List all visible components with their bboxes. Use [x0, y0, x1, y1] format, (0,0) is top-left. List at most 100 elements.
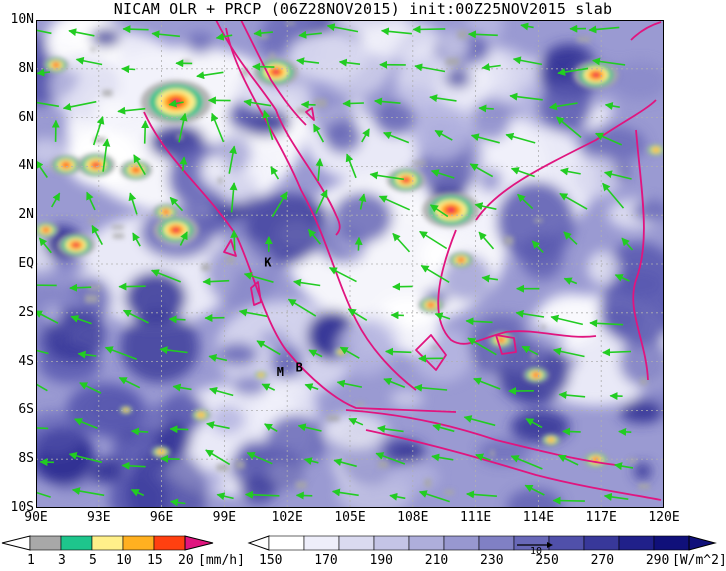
wind-vector — [238, 308, 268, 318]
wind-vector — [77, 350, 97, 359]
wind-vector — [104, 346, 137, 360]
wind-vector — [429, 94, 457, 103]
wind-vector — [431, 453, 454, 462]
wind-vector — [560, 167, 581, 176]
wind-vector — [293, 278, 321, 287]
wind-vector — [118, 376, 141, 389]
wind-vector — [512, 56, 543, 66]
prcp-tick-label: 3 — [58, 553, 66, 568]
wind-vector — [178, 112, 188, 143]
wind-vector — [151, 30, 180, 39]
prcp-tick-label: 5 — [89, 553, 97, 568]
wind-vector — [91, 224, 104, 245]
wind-vector — [550, 314, 583, 326]
wind-vector — [414, 383, 448, 392]
wind-vector — [102, 138, 111, 172]
olr-bar-segment — [303, 535, 340, 551]
precipitation-colorbar — [1, 535, 214, 551]
lon-tick-label: 111E — [459, 510, 492, 525]
wind-vector — [230, 229, 239, 251]
wind-vector — [36, 346, 49, 355]
wind-vector — [392, 232, 411, 253]
wind-vector — [179, 231, 188, 246]
wind-vector — [202, 277, 230, 286]
wind-vector — [342, 99, 364, 108]
wind-vector — [509, 92, 543, 101]
wind-vector — [552, 347, 585, 358]
wind-vector — [559, 192, 588, 210]
wind-vector — [244, 490, 280, 499]
wind-vector — [481, 274, 499, 283]
point-label-k: K — [264, 255, 272, 269]
wind-vector — [169, 196, 184, 212]
lat-tick-label: 2S — [18, 304, 34, 320]
olr-tick-label: 210 — [424, 553, 449, 568]
wind-vector — [75, 56, 103, 66]
wind-vector — [430, 169, 455, 179]
olr-tick-label: 250 — [535, 553, 559, 568]
wind-vector — [298, 30, 322, 39]
wind-vector — [555, 116, 582, 139]
wind-vector — [563, 277, 578, 285]
wind-vector — [160, 454, 180, 463]
lat-tick-label: 4N — [18, 158, 34, 174]
olr-bar-segment — [373, 535, 410, 551]
wind-vector — [474, 202, 497, 211]
wind-vector — [92, 116, 105, 146]
wind-vector — [339, 346, 360, 359]
lat-tick-label: 6S — [18, 402, 34, 418]
wind-vector — [133, 154, 146, 175]
lat-tick-label: 6N — [18, 109, 34, 125]
wind-vector — [62, 100, 97, 111]
wind-vector — [603, 492, 629, 501]
wind-vector — [36, 68, 51, 77]
vector-scale-arrowhead — [547, 542, 553, 548]
wind-vector — [531, 240, 544, 253]
map-border — [36, 20, 664, 508]
wind-vector — [604, 102, 620, 110]
wind-vector — [262, 109, 274, 141]
wind-vector — [412, 25, 446, 34]
wind-vector — [297, 423, 322, 432]
olr-bar-segment — [478, 535, 515, 551]
olr-bar-segment — [653, 535, 690, 551]
wind-vector — [602, 182, 625, 209]
prcp-tick-label: 15 — [147, 553, 163, 568]
olr-tick-label: 290 — [645, 553, 670, 568]
wind-vector — [308, 349, 323, 358]
belitung-island — [495, 334, 517, 355]
lat-tick-label: EQ — [18, 256, 34, 271]
prcp-bar-segment — [91, 535, 124, 551]
wind-vector — [209, 386, 234, 397]
wind-vector — [420, 264, 450, 283]
olr-bar-segment — [338, 535, 375, 551]
wind-vector — [307, 228, 322, 245]
olr-bar-low-arrow — [247, 535, 270, 551]
wind-vector — [71, 487, 105, 497]
lat-tick-label: 2N — [18, 207, 34, 223]
wind-vector — [467, 30, 498, 39]
wind-vector — [469, 163, 494, 178]
wind-vector — [210, 112, 225, 143]
wind-vector — [68, 28, 95, 37]
wind-vector — [467, 337, 497, 356]
wind-vector — [315, 189, 328, 214]
lon-tick-label: 96E — [149, 510, 174, 525]
wind-vector — [589, 319, 624, 328]
olr-colorbar — [247, 535, 717, 551]
wind-vector — [169, 425, 189, 434]
wind-vector — [122, 25, 149, 34]
wind-vector — [603, 170, 632, 180]
wind-vector — [243, 272, 274, 283]
wind-vector — [434, 129, 453, 141]
java-south-coast — [365, 429, 662, 501]
wind-vector — [345, 153, 357, 179]
vector-scale-label: 10 — [530, 546, 543, 557]
wind-vector — [520, 22, 534, 31]
prcp-bar-high-arrow — [184, 535, 214, 551]
wind-vector — [117, 106, 146, 115]
wind-vector — [168, 315, 186, 324]
wind-vector — [525, 418, 543, 429]
lon-tick-label: 117E — [585, 510, 617, 525]
lat-tick-label: 10S — [10, 500, 34, 515]
